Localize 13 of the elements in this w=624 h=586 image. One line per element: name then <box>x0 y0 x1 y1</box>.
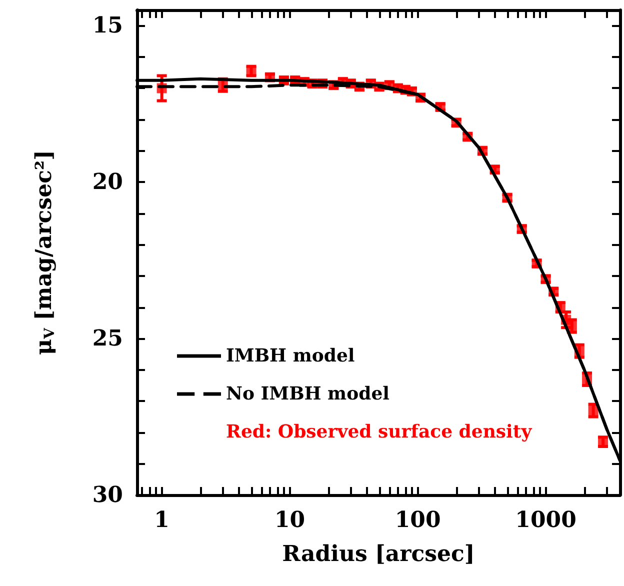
x-tick-label: 1000 <box>515 507 576 533</box>
y-axis-title: μV [mag/arcsec²] <box>31 150 58 356</box>
y-tick-label: 30 <box>92 482 123 508</box>
legend-label: IMBH model <box>226 346 355 366</box>
x-tick-label: 1 <box>154 507 170 533</box>
x-axis-title: Radius [arcsec] <box>282 541 475 567</box>
text: Red: Observed surface density <box>226 422 532 442</box>
y-tick-label: 25 <box>92 326 123 352</box>
x-tick-label: 100 <box>394 507 441 533</box>
y-tick-label: 15 <box>92 12 123 39</box>
y-tick-label: 20 <box>92 169 123 196</box>
x-tick-label: 10 <box>274 507 306 533</box>
legend-label: No IMBH model <box>226 384 390 404</box>
